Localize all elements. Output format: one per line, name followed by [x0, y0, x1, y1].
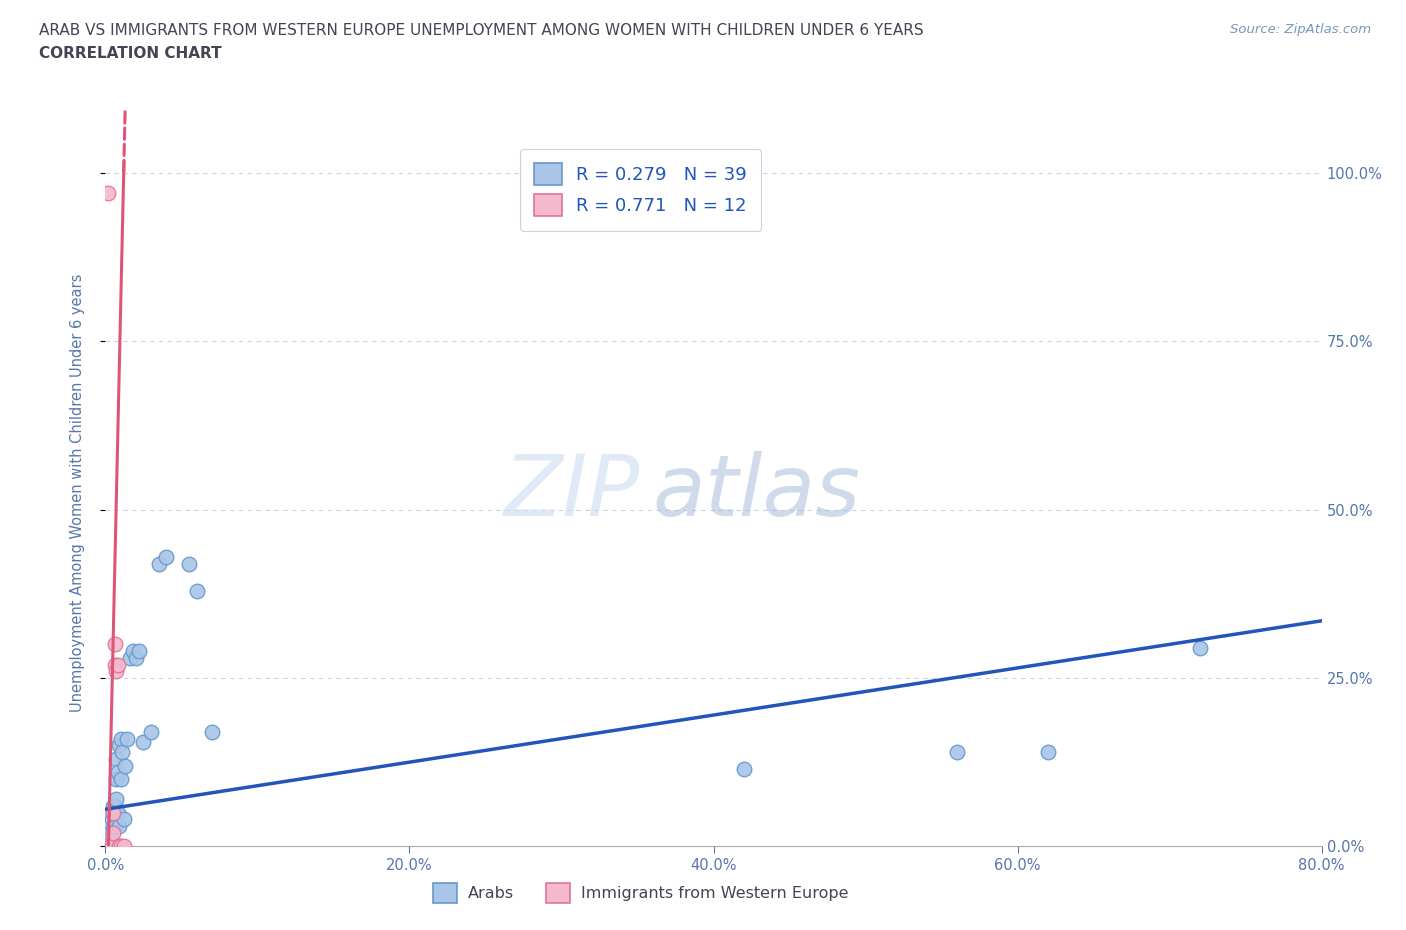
Point: [114, 758, 136, 773]
Point: [103, 658, 125, 672]
Point: [103, 637, 125, 652]
Point: [98, 839, 121, 854]
Point: [100, 839, 122, 854]
Text: ZIP: ZIP: [505, 451, 641, 535]
Point: [107, 805, 129, 820]
Point: [125, 650, 148, 665]
Point: [107, 764, 129, 779]
Point: [139, 724, 162, 739]
Point: [98, 826, 121, 841]
Point: [97, 839, 120, 854]
Point: [98, 832, 121, 847]
Text: ARAB VS IMMIGRANTS FROM WESTERN EUROPE UNEMPLOYMENT AMONG WOMEN WITH CHILDREN UN: ARAB VS IMMIGRANTS FROM WESTERN EUROPE U…: [39, 23, 924, 38]
Point: [177, 556, 200, 571]
Point: [103, 799, 125, 814]
Text: CORRELATION CHART: CORRELATION CHART: [39, 46, 222, 61]
Point: [118, 650, 141, 665]
Point: [945, 745, 967, 760]
Point: [101, 818, 124, 833]
Point: [110, 772, 132, 787]
Point: [733, 762, 755, 777]
Point: [132, 735, 155, 750]
Legend: Arabs, Immigrants from Western Europe: Arabs, Immigrants from Western Europe: [426, 877, 855, 909]
Point: [103, 818, 125, 833]
Point: [101, 799, 124, 814]
Point: [100, 812, 122, 827]
Point: [110, 839, 132, 854]
Point: [108, 839, 131, 854]
Point: [112, 839, 135, 854]
Point: [155, 550, 177, 565]
Point: [128, 644, 150, 658]
Text: atlas: atlas: [652, 451, 860, 535]
Point: [105, 772, 128, 787]
Text: Source: ZipAtlas.com: Source: ZipAtlas.com: [1230, 23, 1371, 36]
Point: [110, 731, 132, 746]
Point: [101, 805, 124, 820]
Point: [1188, 640, 1211, 655]
Point: [108, 737, 131, 752]
Point: [97, 186, 120, 201]
Point: [107, 658, 129, 672]
Point: [201, 724, 224, 739]
Point: [148, 556, 170, 571]
Point: [105, 751, 128, 766]
Point: [112, 812, 135, 827]
Point: [108, 818, 131, 833]
Point: [101, 826, 124, 841]
Point: [186, 583, 208, 598]
Point: [105, 664, 128, 679]
Point: [105, 791, 128, 806]
Point: [121, 644, 143, 658]
Point: [103, 839, 125, 854]
Point: [115, 731, 138, 746]
Point: [101, 805, 124, 820]
Point: [111, 745, 134, 760]
Y-axis label: Unemployment Among Women with Children Under 6 years: Unemployment Among Women with Children U…: [70, 273, 84, 712]
Point: [1036, 745, 1059, 760]
Point: [100, 839, 122, 854]
